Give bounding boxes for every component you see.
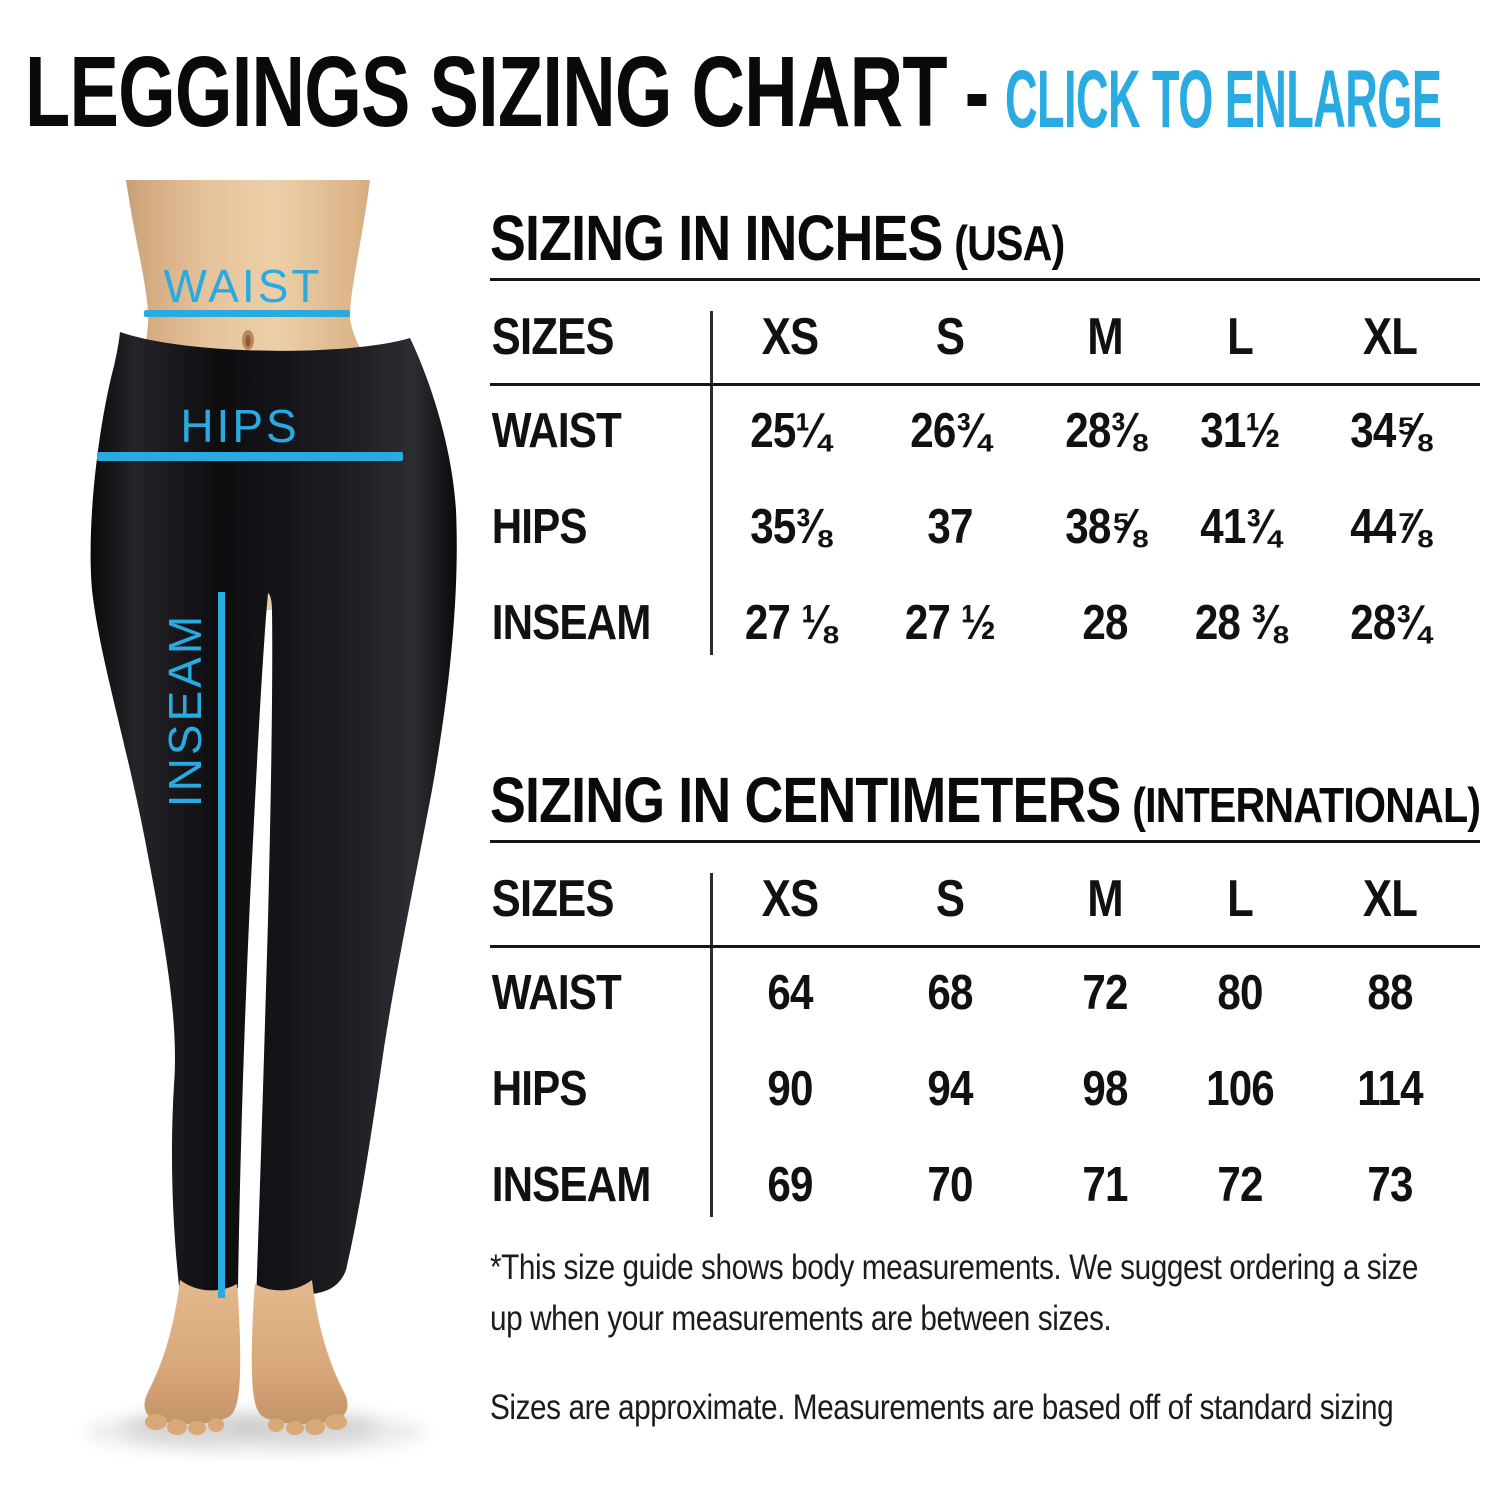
cell-waist-xs: 64	[767, 966, 813, 1020]
cell-inseam-m: 71	[1082, 1158, 1128, 1212]
cell-hips-s: 94	[927, 1062, 973, 1116]
inseam-label: INSEAM	[159, 613, 211, 807]
cell-hips-m: 38⅝	[1065, 500, 1145, 554]
cell-inseam-m: 28	[1082, 596, 1128, 650]
cell-waist-l: 80	[1217, 966, 1263, 1020]
navel-inner	[245, 335, 251, 347]
heading-rule	[490, 278, 1480, 281]
size-header-m: M	[1087, 870, 1123, 928]
left-foot	[144, 1280, 241, 1424]
cell-inseam-l: 72	[1217, 1158, 1263, 1212]
size-header-xl: XL	[1362, 870, 1418, 928]
header-rule	[490, 383, 1480, 386]
cell-waist-xl: 88	[1367, 966, 1413, 1020]
hips-label: HIPS	[180, 400, 299, 452]
leggings-model-image[interactable]: WAIST HIPS INSEAM	[60, 180, 480, 1460]
cm-heading: SIZING IN CENTIMETERS (INTERNATIONAL)	[490, 764, 1481, 836]
hips-line	[97, 452, 403, 461]
cell-hips-xs: 90	[767, 1062, 813, 1116]
right-foot-toes	[268, 1414, 347, 1435]
inseam-line	[218, 592, 225, 1298]
cell-waist-s: 68	[927, 966, 973, 1020]
size-header-s: S	[935, 308, 965, 366]
title-separator: -	[964, 36, 990, 148]
waist-label: WAIST	[164, 260, 323, 312]
sizing-tables: SIZING IN INCHES (USA) SIZES XS S M L XL …	[490, 205, 1481, 1485]
header-rule	[490, 945, 1480, 948]
heading-rule	[490, 840, 1480, 843]
cell-waist-m: 28⅜	[1065, 404, 1145, 458]
row-label-inseam: INSEAM	[491, 1158, 652, 1212]
size-guide-note: *This size guide shows body measurements…	[490, 1248, 1418, 1338]
cell-inseam-s: 70	[927, 1158, 973, 1212]
cell-hips-xl: 44⅞	[1350, 500, 1430, 554]
table-divider	[710, 873, 713, 1218]
cell-hips-xl: 114	[1357, 1062, 1423, 1116]
cell-hips-s: 37	[927, 500, 973, 554]
size-header-xs: XS	[761, 870, 819, 928]
click-to-enlarge-link[interactable]: CLICK TO ENLARGE	[1005, 54, 1442, 145]
cm-heading-suffix: (INTERNATIONAL)	[1132, 779, 1481, 833]
inches-heading: SIZING IN INCHES (USA)	[490, 205, 1480, 271]
cell-inseam-s: 27 ½	[904, 596, 996, 650]
page-title-text: LEGGINGS SIZING CHART	[25, 36, 948, 148]
leggings	[90, 332, 457, 1305]
size-header-xl: XL	[1362, 308, 1418, 366]
inches-table: SIZES XS S M L XL WAIST 25¼ 26¾ 28⅜ 31½ …	[490, 305, 1480, 671]
row-label-hips: HIPS	[491, 500, 588, 554]
cell-waist-xs: 25¼	[750, 404, 830, 458]
size-header-s: S	[935, 870, 965, 928]
cell-waist-m: 72	[1082, 966, 1128, 1020]
centimeters-section: SIZING IN CENTIMETERS (INTERNATIONAL) SIZ…	[490, 764, 1481, 1233]
cell-inseam-l: 28 ⅜	[1194, 596, 1286, 650]
row-label-inseam: INSEAM	[491, 596, 652, 650]
inches-section: SIZING IN INCHES (USA) SIZES XS S M L XL …	[490, 205, 1480, 671]
cell-waist-xl: 34⅝	[1350, 404, 1430, 458]
size-header-m: M	[1087, 308, 1123, 366]
row-label-hips: HIPS	[491, 1062, 588, 1116]
cell-inseam-xs: 69	[767, 1158, 813, 1212]
approximation-note: Sizes are approximate. Measurements are …	[490, 1388, 1394, 1427]
cell-inseam-xl: 73	[1367, 1158, 1413, 1212]
col-header-sizes: SIZES	[491, 308, 615, 366]
row-label-waist: WAIST	[491, 966, 622, 1020]
waist-line	[144, 310, 350, 317]
cell-inseam-xl: 28¾	[1350, 596, 1430, 650]
cell-inseam-xs: 27 ⅛	[744, 596, 836, 650]
left-foot-toes	[145, 1414, 224, 1435]
page-title: LEGGINGS SIZING CHART -	[25, 42, 989, 142]
table-divider	[710, 311, 713, 656]
col-header-sizes: SIZES	[491, 870, 615, 928]
cm-heading-text: SIZING IN CENTIMETERS	[490, 764, 1121, 836]
size-header-l: L	[1227, 308, 1254, 366]
centimeters-table: SIZES XS S M L XL WAIST 64 68 72 80 88 H…	[490, 867, 1480, 1233]
cell-hips-xs: 35⅜	[750, 500, 830, 554]
row-label-waist: WAIST	[491, 404, 622, 458]
cell-hips-l: 106	[1206, 1062, 1275, 1116]
inches-heading-suffix: (USA)	[954, 217, 1065, 271]
cell-hips-m: 98	[1082, 1062, 1128, 1116]
cell-hips-l: 41¾	[1200, 500, 1280, 554]
right-foot	[251, 1280, 348, 1424]
size-header-l: L	[1227, 870, 1254, 928]
size-header-xs: XS	[761, 308, 819, 366]
cell-waist-s: 26¾	[910, 404, 990, 458]
cell-waist-l: 31½	[1200, 404, 1280, 458]
inches-heading-text: SIZING IN INCHES	[490, 202, 943, 274]
